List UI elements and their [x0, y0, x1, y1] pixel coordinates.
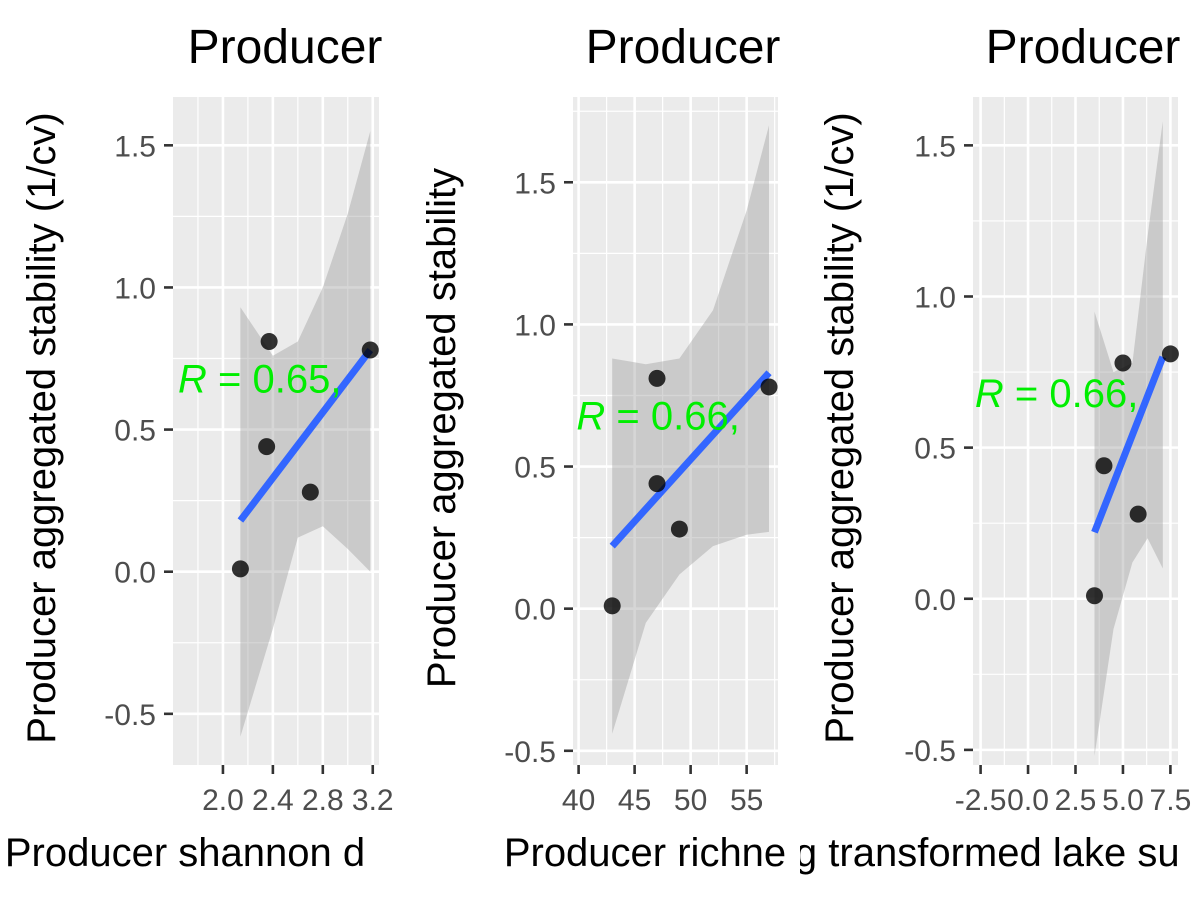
- y-tick-label: 1.5: [514, 167, 556, 200]
- confidence-band: [612, 125, 769, 734]
- y-tick-label: 1.5: [114, 130, 156, 163]
- y-tick-label: 1.0: [914, 281, 956, 314]
- y-tick-label: -0.5: [904, 735, 956, 768]
- x-tick-label: 2.5: [1055, 784, 1097, 817]
- correlation-annotation: R = 0.66,: [975, 372, 1138, 416]
- data-point: [760, 378, 778, 396]
- panel-title: Producer: [188, 21, 383, 74]
- x-tick-label: 45: [618, 784, 651, 817]
- correlation-symbol: R: [576, 394, 605, 438]
- x-tick-label: 50: [674, 784, 707, 817]
- correlation-symbol: R: [975, 372, 1004, 416]
- x-axis: 2.0 2.4 2.8 3.2: [202, 765, 394, 817]
- grid: [973, 97, 1178, 765]
- correlation-annotation: R = 0.65,: [178, 357, 341, 401]
- x-axis-title: Log transformed lake su: [750, 831, 1179, 875]
- data-point: [648, 369, 666, 387]
- panel-2: R = 0.66, -0.5 0.0 0.5 1.0 1.5 40 45 50 55 Produc…: [420, 21, 786, 875]
- y-tick-label: 0.0: [514, 594, 556, 627]
- y-tick-label: 1.0: [514, 309, 556, 342]
- x-tick-label: 0.0: [1007, 784, 1049, 817]
- data-point: [1095, 457, 1113, 475]
- correlation-label: R = 0.65,: [178, 357, 341, 401]
- data-point: [231, 560, 249, 578]
- regression-line: [237, 347, 374, 523]
- y-tick-label: 0.5: [514, 452, 556, 485]
- y-axis-title: Producer aggregated stability (1/cv): [818, 112, 862, 743]
- data-point: [670, 520, 688, 538]
- x-axis-title: Producer shannon d: [5, 831, 365, 875]
- correlation-annotation: R = 0.66,: [576, 394, 739, 438]
- x-tick-label: 40: [562, 784, 595, 817]
- correlation-label: R = 0.66,: [576, 394, 739, 438]
- data-point: [603, 597, 621, 615]
- x-tick-label: 5.0: [1102, 784, 1144, 817]
- y-tick-label: 0.5: [914, 433, 956, 466]
- y-axis: -0.5 0.0 0.5 1.0 1.5: [104, 130, 173, 732]
- panel-1: R = 0.65, -0.5 0.0 0.5 1.0 1.5 2.0 2.4 2.8 3.2 Pr…: [5, 21, 394, 875]
- y-axis-title: Producer aggregated stability: [420, 168, 464, 688]
- data-point: [301, 483, 319, 501]
- x-axis-title-group: Producer shannon d: [5, 831, 365, 875]
- data-point: [361, 341, 379, 359]
- data-point: [1161, 345, 1179, 363]
- x-axis-title-group: Producer richne: [504, 831, 786, 875]
- y-tick-label: 0.5: [114, 415, 156, 448]
- x-tick-label: -2.5: [955, 784, 1007, 817]
- grid: [573, 97, 778, 765]
- data-point: [648, 475, 666, 493]
- data-point: [260, 332, 278, 350]
- correlation-symbol: R: [178, 357, 207, 401]
- y-axis-title: Producer aggregated stability (1/cv): [20, 112, 64, 743]
- panel-title: Producer: [586, 21, 781, 74]
- x-tick-label: 2.4: [252, 784, 294, 817]
- x-tick-label: 7.5: [1150, 784, 1192, 817]
- data-point: [1085, 587, 1103, 605]
- panel-3: R = 0.66, -0.50.00.51.01.5-2.5 0.0 2.5 5.0 7…: [750, 21, 1192, 875]
- x-tick-label: 2.8: [302, 784, 344, 817]
- data-point: [1129, 505, 1147, 523]
- x-axis: -2.5 0.0 2.5 5.0 7.5: [955, 765, 1192, 817]
- y-tick-label: -0.5: [504, 736, 556, 769]
- y-tick-label: 1.5: [914, 130, 956, 163]
- y-tick-label: 0.0: [114, 557, 156, 590]
- y-tick-label: 1.0: [114, 272, 156, 305]
- x-axis: 40 45 50 55: [562, 765, 763, 817]
- x-tick-label: 2.0: [202, 784, 244, 817]
- data-point: [258, 438, 276, 456]
- x-tick-label: 3.2: [352, 784, 394, 817]
- correlation-label: R = 0.66,: [975, 372, 1138, 416]
- correlation-value: = 0.66,: [1004, 372, 1139, 416]
- y-axis: -0.5 0.0 0.5 1.0 1.5: [904, 130, 973, 768]
- grid: [173, 97, 379, 765]
- correlation-value: = 0.66,: [605, 394, 740, 438]
- x-axis-title-group: Log transformed lake su: [750, 831, 1180, 875]
- correlation-value: = 0.65,: [207, 357, 342, 401]
- y-tick-label: -0.5: [104, 699, 156, 732]
- regression-line: [609, 370, 772, 549]
- regression-line: [1091, 355, 1167, 534]
- data-point: [1114, 354, 1132, 372]
- y-axis: -0.5 0.0 0.5 1.0 1.5: [504, 167, 573, 769]
- x-axis-title: Producer richne: [504, 831, 786, 875]
- x-tick-label: 55: [730, 784, 763, 817]
- panel-title: Producer: [986, 21, 1181, 74]
- plot-background: [173, 97, 379, 765]
- y-tick-label: 0.0: [914, 584, 956, 617]
